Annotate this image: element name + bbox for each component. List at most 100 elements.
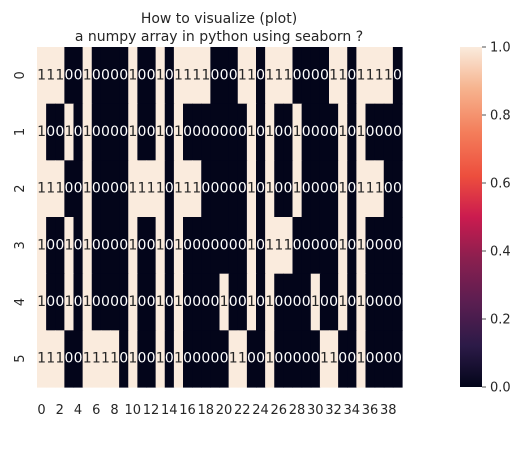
cell-annotation: 0 (311, 237, 320, 253)
heatmap-cells (37, 47, 403, 388)
heatmap-cell (310, 330, 321, 388)
cell-annotation: 0 (92, 237, 101, 253)
heatmap-cell (46, 47, 56, 105)
cell-annotation: 0 (183, 294, 192, 310)
heatmap-cell (37, 217, 47, 275)
cell-annotation: 1 (156, 294, 165, 310)
heatmap-cell (173, 273, 184, 331)
heatmap-cell (338, 103, 348, 161)
y-tick-label: 4 (13, 298, 28, 306)
heatmap-cell (155, 103, 166, 161)
heatmap-cell (274, 47, 284, 105)
heatmap-cell (319, 103, 330, 161)
cell-annotation: 0 (347, 294, 356, 310)
heatmap-cell (183, 217, 193, 275)
heatmap-cell (64, 273, 75, 331)
heatmap-cell (100, 103, 111, 161)
heatmap-cell (82, 273, 93, 331)
heatmap-cell (137, 47, 148, 105)
heatmap-cell (192, 330, 202, 388)
heatmap-cell (73, 273, 84, 331)
cell-annotation: 0 (229, 67, 238, 83)
heatmap-cell (110, 47, 120, 105)
cell-annotation: 1 (55, 181, 64, 197)
heatmap-cell (246, 217, 257, 275)
cell-annotation: 0 (220, 351, 229, 367)
heatmap-cell (237, 103, 248, 161)
cell-annotation: 0 (210, 67, 219, 83)
cell-annotation: 0 (247, 351, 256, 367)
cell-annotation: 0 (147, 294, 156, 310)
heatmap-cell (64, 330, 75, 388)
cell-annotation: 1 (274, 67, 283, 83)
heatmap-cell (265, 330, 275, 388)
cell-annotation: 1 (265, 351, 274, 367)
heatmap-cell (37, 160, 47, 218)
heatmap-cell (228, 103, 239, 161)
heatmap-cell (173, 160, 184, 218)
cell-annotation: 0 (329, 181, 338, 197)
heatmap-cell (246, 273, 257, 331)
cell-annotation: 1 (128, 294, 137, 310)
heatmap-cell (283, 330, 294, 388)
heatmap-cell (219, 103, 230, 161)
cell-annotation: 1 (37, 294, 46, 310)
heatmap-cell (301, 273, 312, 331)
heatmap-cell (292, 273, 303, 331)
cell-annotation: 1 (192, 67, 201, 83)
cell-annotation: 0 (320, 294, 329, 310)
cell-annotation: 0 (393, 181, 402, 197)
cell-annotation: 0 (329, 237, 338, 253)
heatmap-cell (146, 47, 157, 105)
heatmap-cell (119, 273, 129, 331)
heatmap-cell (256, 103, 266, 161)
cell-annotation: 1 (201, 67, 210, 83)
cell-annotation: 1 (384, 67, 393, 83)
cell-annotation: 1 (137, 181, 146, 197)
cell-annotation: 0 (64, 67, 73, 83)
heatmap-cell (265, 273, 275, 331)
heatmap-cell (210, 330, 221, 388)
cell-annotation: 0 (366, 351, 375, 367)
heatmap-cell (64, 160, 75, 218)
cell-annotation: 0 (293, 67, 302, 83)
heatmap-cell (319, 47, 330, 105)
heatmap-cell (110, 217, 120, 275)
cell-annotation: 0 (302, 351, 311, 367)
cell-annotation: 0 (256, 67, 265, 83)
cell-annotation: 1 (128, 124, 137, 140)
cell-annotation: 1 (37, 237, 46, 253)
heatmap-cell (183, 103, 193, 161)
cell-annotation: 1 (156, 181, 165, 197)
cell-annotation: 0 (375, 351, 384, 367)
cell-annotation: 1 (338, 124, 347, 140)
heatmap-cell (338, 217, 348, 275)
heatmap-cell (274, 330, 284, 388)
cell-annotation: 1 (238, 351, 247, 367)
x-tick-label: 26 (271, 403, 288, 418)
cell-annotation: 1 (265, 181, 274, 197)
heatmap-cell (301, 103, 312, 161)
cell-annotation: 0 (302, 124, 311, 140)
cell-annotation: 1 (356, 294, 365, 310)
cell-annotation: 0 (183, 351, 192, 367)
heatmap-cell (183, 330, 193, 388)
cell-annotation: 0 (220, 181, 229, 197)
heatmap-cell (237, 330, 248, 388)
cell-annotation: 1 (220, 294, 229, 310)
cell-annotation: 0 (347, 181, 356, 197)
x-tick-label: 34 (344, 403, 361, 418)
cell-annotation: 1 (366, 67, 375, 83)
x-axis-ticks: 0 2 4 6 8 10 12 14 16 18 20 22 24 26 28 30 32 34 36 38 (37, 403, 396, 418)
heatmap-cell (128, 47, 138, 105)
heatmap-cell (91, 217, 102, 275)
cell-annotation: 0 (110, 237, 119, 253)
cell-annotation: 0 (201, 181, 210, 197)
x-tick-label: 6 (92, 403, 100, 418)
heatmap-cell (383, 330, 394, 388)
cell-annotation: 0 (137, 67, 146, 83)
heatmap-cell (155, 160, 166, 218)
cell-annotation: 0 (302, 67, 311, 83)
cell-annotation: 0 (192, 294, 201, 310)
